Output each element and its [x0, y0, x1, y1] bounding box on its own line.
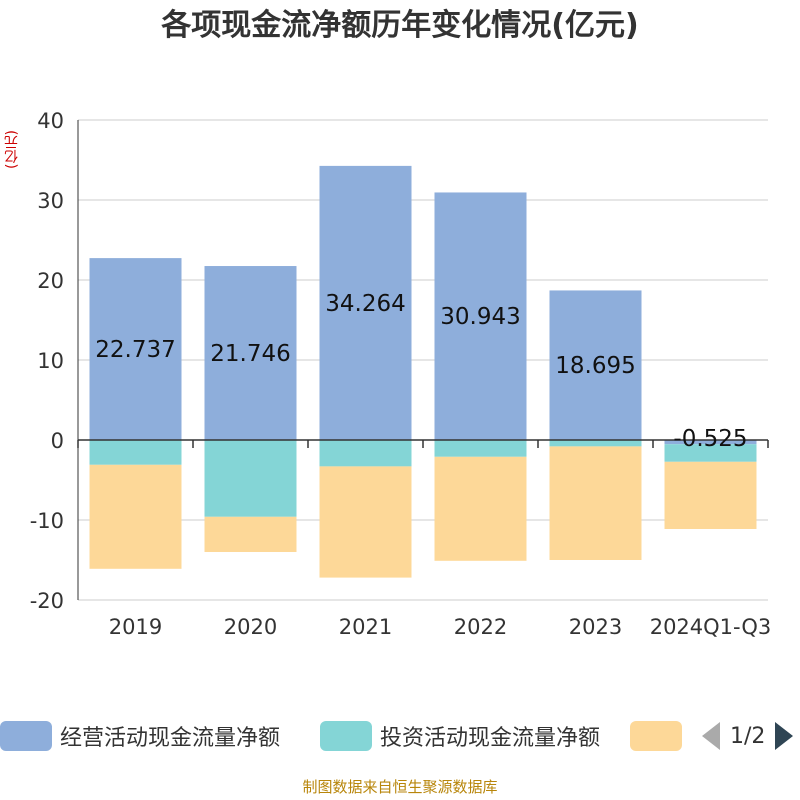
- legend-label-operating: 经营活动现金流量净额: [60, 726, 281, 751]
- data-source-footer: 制图数据来自恒生聚源数据库: [302, 778, 498, 796]
- x-tick-label: 2023: [569, 615, 622, 639]
- bar-investing: [204, 440, 297, 517]
- x-tick-label: 2020: [224, 615, 277, 639]
- data-label: 30.943: [440, 304, 520, 330]
- x-tick-label: 2024Q1-Q3: [650, 615, 772, 639]
- bar-investing: [319, 440, 412, 467]
- bar-financing: [319, 466, 412, 578]
- bar-investing: [664, 444, 757, 462]
- legend-item-investing[interactable]: 投资活动现金流量净额: [320, 714, 600, 758]
- bar-operating: [434, 192, 527, 440]
- bar-operating: [549, 290, 642, 440]
- x-tick-label: 2021: [339, 615, 392, 639]
- legend-swatch-investing: [320, 721, 372, 751]
- bar-investing: [89, 440, 182, 465]
- bar-operating: [664, 440, 757, 445]
- y-tick-label: 10: [37, 349, 64, 373]
- bar-financing: [89, 464, 182, 569]
- x-tick-label: 2019: [109, 615, 162, 639]
- bar-financing: [434, 456, 527, 561]
- legend-item-financing[interactable]: [630, 714, 682, 758]
- y-tick-label: 20: [37, 269, 64, 293]
- data-label: 21.746: [210, 341, 290, 367]
- data-label: 34.264: [325, 291, 405, 317]
- bar-financing: [204, 516, 297, 552]
- y-tick-label: -10: [30, 509, 64, 533]
- legend: 经营活动现金流量净额 投资活动现金流量净额 1/2: [0, 714, 800, 758]
- bar-financing: [549, 446, 642, 560]
- legend-label-investing: 投资活动现金流量净额: [380, 726, 601, 751]
- bar-financing: [664, 461, 757, 529]
- legend-item-operating[interactable]: 经营活动现金流量净额: [0, 714, 280, 758]
- bar-investing: [549, 440, 642, 447]
- y-tick-label: -20: [30, 589, 64, 613]
- legend-next-page-icon[interactable]: [775, 722, 794, 750]
- y-tick-label: 0: [51, 429, 64, 453]
- data-label: -0.525: [673, 426, 747, 452]
- data-label: 22.737: [95, 337, 175, 363]
- data-label: 18.695: [555, 353, 635, 379]
- bar-investing: [434, 440, 527, 457]
- y-tick-label: 30: [37, 189, 64, 213]
- y-tick-label: 40: [37, 109, 64, 133]
- chart-title: 各项现金流净额历年变化情况(亿元): [161, 8, 639, 43]
- legend-swatch-operating: [0, 721, 52, 751]
- bar-chart: -20 -10 0 10 20 30 40 22.737 21.746 34.264 30.943 1…: [30, 109, 772, 639]
- legend-prev-page-icon[interactable]: [702, 722, 720, 750]
- bar-operating: [319, 165, 412, 440]
- bar-operating: [204, 266, 297, 440]
- legend-swatch-financing: [630, 721, 682, 751]
- bar-operating: [89, 258, 182, 440]
- legend-page-indicator: 1/2: [730, 723, 766, 749]
- legend-pager: 1/2: [702, 714, 794, 758]
- x-tick-label: 2022: [454, 615, 507, 639]
